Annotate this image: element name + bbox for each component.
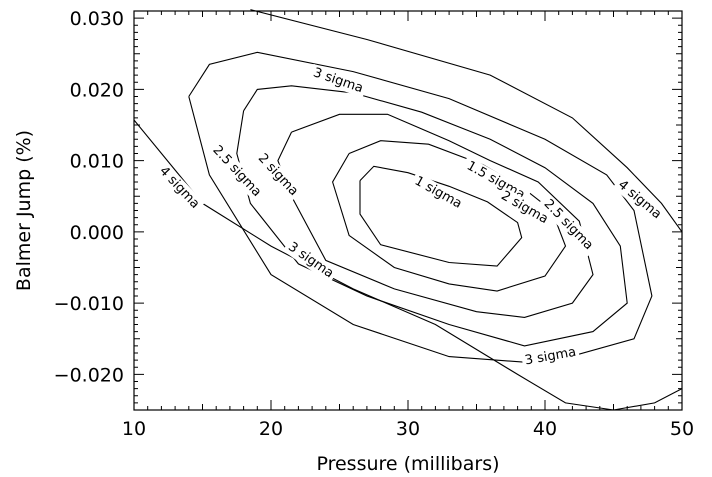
contour-label-backing xyxy=(409,171,467,214)
contour-label-backing xyxy=(252,148,304,202)
contour-line-2-sigma-2 xyxy=(277,113,594,318)
y-tick-label: 0.000 xyxy=(70,222,124,244)
y-tick-label: 0.020 xyxy=(70,79,124,101)
contour-label-backing xyxy=(206,139,268,204)
y-tick-label: 0.010 xyxy=(70,151,124,173)
contour-label: 1 sigma xyxy=(412,174,464,212)
y-tick-label: 0.030 xyxy=(70,8,124,30)
contour-label: 3 sigma xyxy=(524,345,577,369)
contour-label-backing xyxy=(537,193,600,257)
contour-line-4-sigma-10 xyxy=(133,119,683,411)
x-tick-label: 20 xyxy=(259,418,283,440)
contour-label: 4 sigma xyxy=(156,164,202,212)
contour-label-backing xyxy=(520,343,581,370)
axes xyxy=(133,10,683,411)
x-tick-label: 40 xyxy=(533,418,557,440)
contour-label: 2.5 sigma xyxy=(541,197,596,254)
x-axis-title: Pressure (millibars) xyxy=(316,453,499,475)
axis-ticks: 10 20 30 40 50 −0.020 −0.010 0.000 0.010 0.020 0.0… xyxy=(54,8,694,440)
x-tick-label: 30 xyxy=(396,418,420,440)
contour-label-group-10: 4 sigma xyxy=(153,161,205,215)
contour-line-4-sigma-9 xyxy=(250,9,683,239)
contour-lines xyxy=(133,9,683,411)
x-tick-label: 10 xyxy=(122,418,146,440)
contour-line-3-sigma-6 xyxy=(188,51,653,365)
contour-line-1-sigma-0 xyxy=(359,165,523,267)
plot-frame xyxy=(133,10,683,411)
contour-label-group-5: 2.5 sigma xyxy=(206,139,268,204)
contour-line-1.5-sigma-1 xyxy=(332,140,567,292)
contour-label: 4 sigma xyxy=(615,177,664,222)
contour-label-backing xyxy=(612,175,667,225)
contour-label: 3 sigma xyxy=(285,239,336,281)
contour-label-backing xyxy=(282,237,339,284)
contour-label-group-7: 3 sigma xyxy=(520,343,581,370)
y-tick-label: −0.010 xyxy=(54,293,124,315)
y-axis-title: Balmer Jump (%) xyxy=(13,130,35,291)
x-tick-label: 50 xyxy=(670,418,694,440)
contour-label-backing xyxy=(495,186,554,229)
y-tick-label: −0.020 xyxy=(54,364,124,386)
contour-label-group-8: 3 sigma xyxy=(282,237,339,284)
contour-label-group-0: 1 sigma xyxy=(409,171,467,214)
contour-label-backing xyxy=(308,63,368,98)
contour-label-backing xyxy=(153,161,205,215)
